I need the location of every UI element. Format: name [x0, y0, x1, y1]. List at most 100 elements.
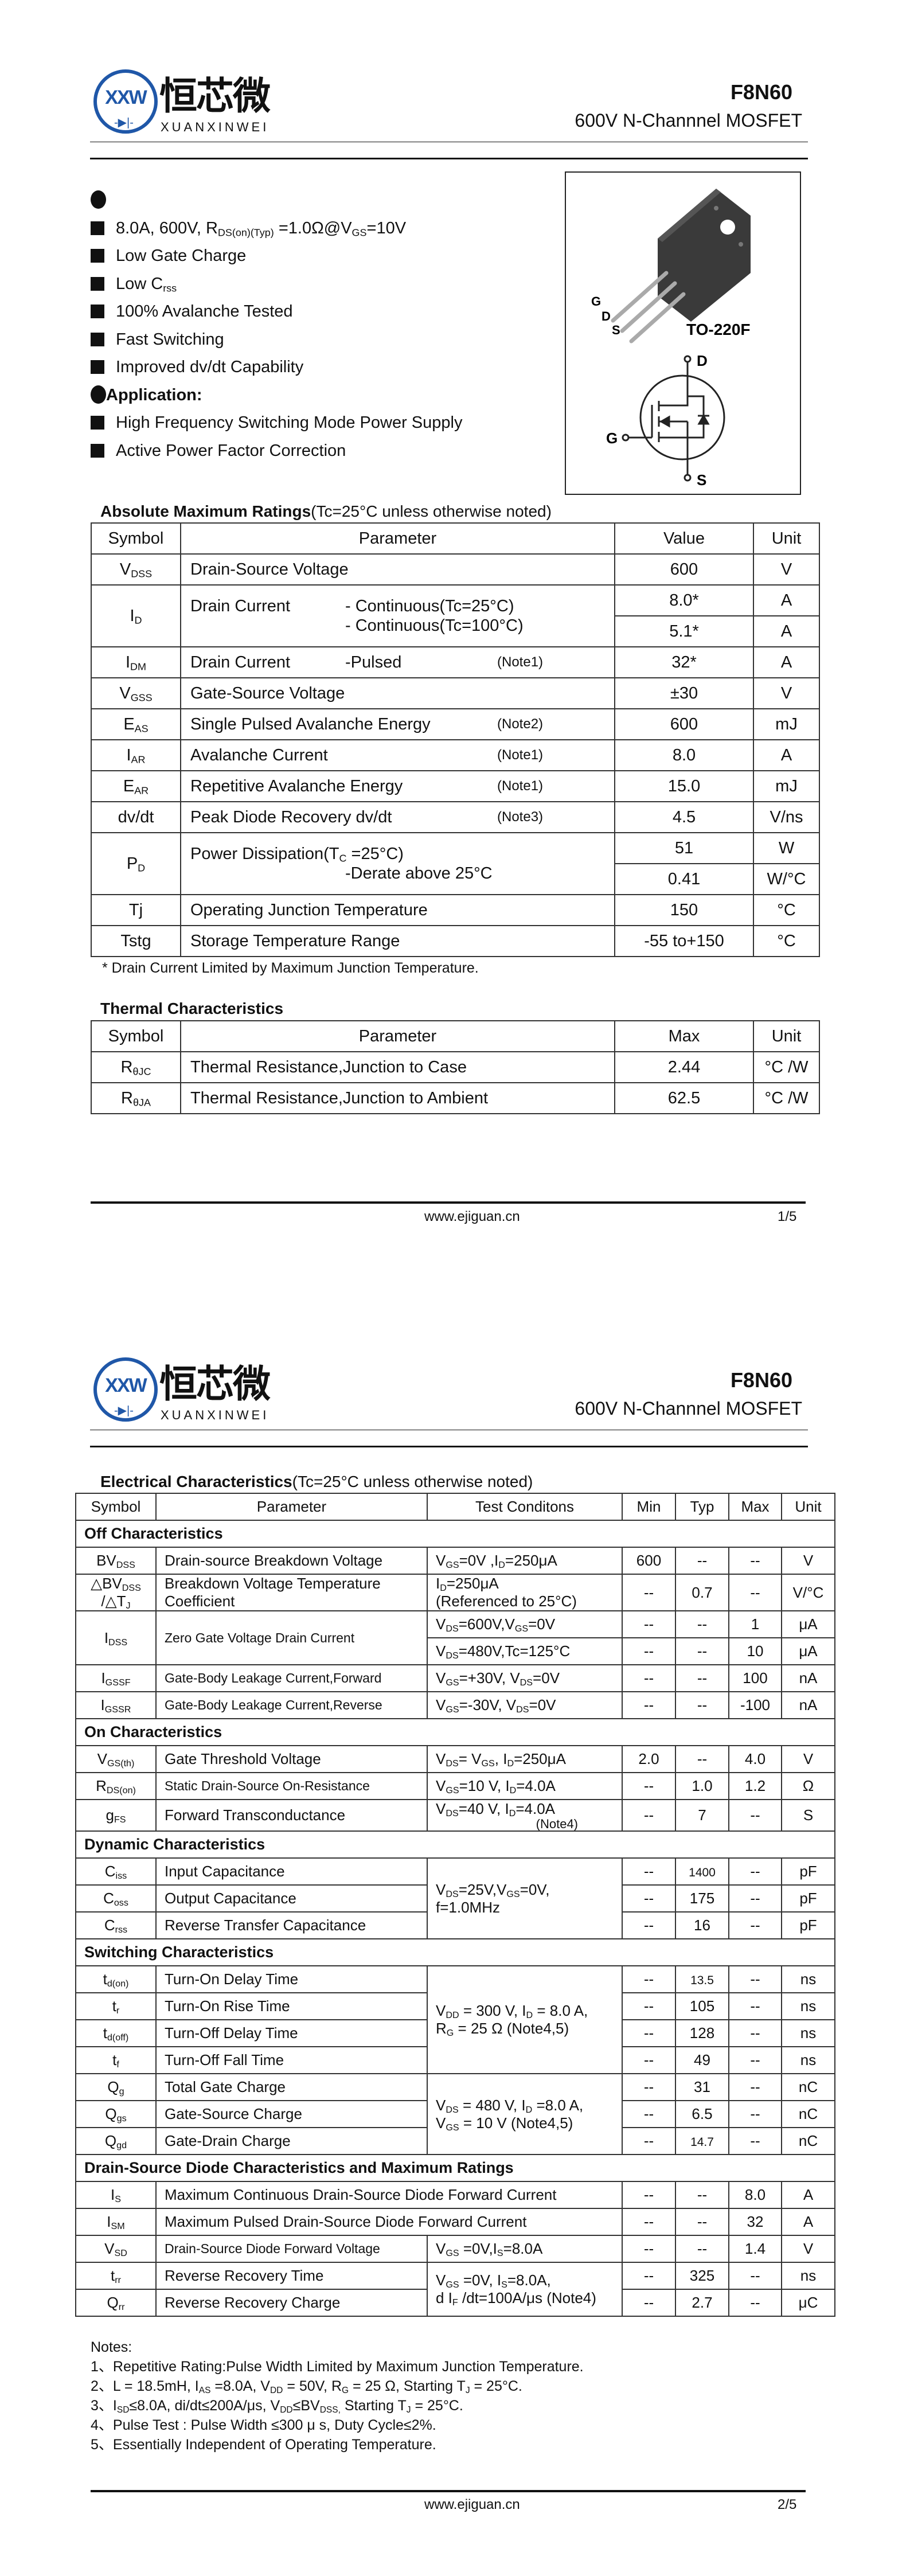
- typ-value: --: [697, 2213, 708, 2230]
- typ-cell: 128: [675, 2019, 729, 2047]
- parameter-cell: Breakdown Voltage Temperature Coefficient: [155, 1574, 428, 1611]
- table-row: RθJA Thermal Resistance,Junction to Ambie…: [91, 1082, 820, 1114]
- unit-value: ns: [800, 1997, 817, 2015]
- parameter-line: - Continuous(Tc=100°C): [190, 616, 611, 635]
- subscript: GS: [351, 226, 367, 238]
- typ-value: 6.5: [692, 2105, 713, 2122]
- subscript: GS: [446, 1785, 459, 1796]
- typ-value: --: [697, 2186, 708, 2203]
- section-header-row: Off Characteristics: [75, 1520, 835, 1548]
- text-line: Ciss: [104, 1863, 127, 1882]
- table-row: VGS(th) Gate Threshold Voltage VDS= VGS, I…: [75, 1745, 835, 1773]
- column-header: Min: [622, 1493, 676, 1521]
- text-line: Coss: [103, 1890, 128, 1908]
- footer-divider: [91, 1201, 806, 1204]
- parameter-cell: Static Drain-Source On-Resistance: [155, 1772, 428, 1800]
- unit-cell: V/°C: [781, 1574, 835, 1611]
- unit-cell: A: [753, 739, 820, 771]
- subscript: GSSF: [105, 1677, 131, 1688]
- application-item: Active Power Factor Correction: [91, 437, 462, 465]
- subscript: DS: [446, 1758, 459, 1769]
- bullet-square-icon: [91, 416, 104, 430]
- table-row: VGSS Gate-Source Voltage ±30 V: [91, 677, 820, 709]
- package-name: TO-220F: [686, 321, 751, 338]
- table-header-row: Symbol Parameter Value Unit: [91, 522, 820, 555]
- symbol-cell: IDSS: [75, 1610, 157, 1665]
- typ-value: --: [697, 1642, 708, 1660]
- value-cell: -55 to+150: [614, 925, 754, 957]
- symbol-cell: ISM: [75, 2208, 157, 2236]
- parameter-line: Drain Current -Pulsed (Note1): [190, 653, 611, 672]
- test-condition-cell: VDS=480V,Tc=125°C: [427, 1637, 623, 1665]
- parameter-cell: Reverse Recovery Time: [155, 2262, 428, 2290]
- table-row: IS Maximum Continuous Drain-Source Diode …: [75, 2181, 835, 2209]
- typ-value: --: [697, 1615, 708, 1633]
- min-value: --: [643, 1777, 654, 1794]
- min-value: --: [643, 1917, 654, 1934]
- symbol-cell: Crss: [75, 1911, 157, 1939]
- unit-value: ns: [800, 2267, 817, 2284]
- value-cell: 15.0: [614, 770, 754, 802]
- text-line: IGSSF: [101, 1669, 131, 1688]
- min-value: --: [643, 1583, 654, 1601]
- text-line: Coefficient: [165, 1593, 235, 1610]
- unit-value: pF: [799, 1863, 817, 1880]
- electrical-condition: (Tc=25°C unless otherwise noted): [292, 1473, 533, 1490]
- max-value: --: [750, 1806, 760, 1824]
- unit-value: μA: [799, 1615, 818, 1633]
- section-header-row: Switching Characteristics: [75, 1938, 835, 1966]
- max-value: 1.2: [744, 1777, 766, 1794]
- text-line: Reverse Transfer Capacitance: [165, 1917, 366, 1934]
- min-cell: --: [622, 1965, 676, 1993]
- table-row: EAR Repetitive Avalanche Energy (Note1) 15.…: [91, 770, 820, 802]
- pin-label-s: S: [612, 323, 620, 337]
- parameter-cell: Drain Current -Pulsed (Note1): [180, 646, 615, 678]
- subscript: S: [115, 2194, 121, 2205]
- parameter-cell: Repetitive Avalanche Energy (Note1): [180, 770, 615, 802]
- table-row: Tj Operating Junction Temperature 150 °C: [91, 894, 820, 926]
- text-line: Static Drain-Source On-Resistance: [165, 1778, 370, 1793]
- subscript: GSSR: [104, 1704, 131, 1715]
- unit-value: A: [803, 2186, 814, 2203]
- datasheet-page-2: XXW -▶|- 恒芯微 XUANXINWEI F8N60 600V N-Cha…: [0, 1288, 910, 2576]
- table-row: ID Drain Current - Continuous(Tc=25°C) - Co…: [91, 584, 820, 647]
- subscript: gd: [116, 2140, 127, 2151]
- min-value: --: [643, 2078, 654, 2095]
- max-cell: --: [728, 2262, 782, 2290]
- parameter-cell: Turn-On Rise Time: [155, 1992, 428, 2020]
- text-line: Zero Gate Voltage Drain Current: [165, 1630, 355, 1645]
- parameter-name: Thermal Resistance,Junction to Ambient: [190, 1089, 489, 1107]
- value-cell: ±30: [614, 677, 754, 709]
- max-value: --: [750, 2024, 760, 2042]
- typ-cell: --: [675, 1547, 729, 1575]
- symbol-cell: Tstg: [91, 925, 181, 957]
- brand-name-latin: XUANXINWEI: [161, 120, 270, 134]
- text-line: VDS=600V,VGS=0V: [436, 1615, 556, 1634]
- max-value: --: [750, 1890, 760, 1907]
- min-cell: --: [622, 2019, 676, 2047]
- typ-value: --: [697, 1750, 708, 1767]
- parameter-cell: Gate Threshold Voltage: [155, 1745, 428, 1773]
- features-list: 8.0A, 600V, RDS(on)(Typ) =1.0Ω@VGS=10V Lo…: [91, 186, 462, 465]
- schematic-label-source: S: [697, 471, 706, 489]
- text-line: BVDSS: [96, 1552, 135, 1571]
- parameter-cell: Reverse Transfer Capacitance: [155, 1911, 428, 1939]
- max-value: --: [750, 2132, 760, 2149]
- unit-value: ns: [800, 2051, 817, 2068]
- test-condition-cell: VGS=10 V, ID=4.0A: [427, 1772, 623, 1800]
- table-row: 0.41 W/°C: [91, 863, 820, 895]
- min-cell: --: [622, 2181, 676, 2209]
- symbol-cell: EAR: [91, 770, 181, 802]
- symbol-cell: td(on): [75, 1965, 157, 1993]
- text-line: IDSS: [104, 1629, 128, 1648]
- table-row: tr Turn-On Rise Time -- 105 -- ns: [75, 1992, 835, 2020]
- subscript: GS: [514, 1623, 529, 1634]
- text-line: Qrr: [107, 2294, 125, 2313]
- pin-label-d: D: [602, 309, 611, 323]
- parameter-name: Avalanche Current: [190, 746, 328, 764]
- max-cell: --: [728, 2100, 782, 2128]
- subscript: D: [134, 614, 142, 626]
- text-line: Output Capacitance: [165, 1890, 296, 1907]
- parameter-cell: Gate-Source Voltage: [180, 677, 615, 709]
- thermal-heading: Thermal Characteristics: [100, 1000, 283, 1018]
